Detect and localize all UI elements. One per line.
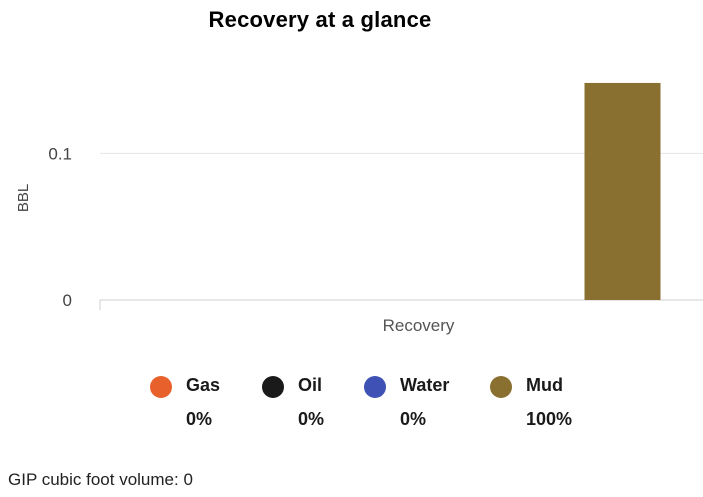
legend-gas-percent: 0% <box>186 409 213 429</box>
legend-water-percent: 0% <box>400 409 427 429</box>
legend-gas-marker <box>150 376 172 398</box>
legend-water-label: Water <box>400 375 450 395</box>
gip-volume-value: 0 <box>183 470 193 489</box>
y-axis-label: BBL <box>15 184 32 212</box>
chart-plot: 0 0.1 Recovery BBL <box>15 82 703 335</box>
gip-volume-label: GIP cubic foot volume: <box>8 470 179 489</box>
y-tick-label: 0.1 <box>48 144 72 163</box>
y-tick-label: 0 <box>63 291 72 310</box>
chart-legend: Gas 0% Oil 0% Water 0% Mud 100% <box>150 373 610 443</box>
x-tick-label: Recovery <box>383 316 455 335</box>
legend-mud-label: Mud <box>526 375 563 395</box>
legend-gas-label: Gas <box>186 375 221 395</box>
chart-title: Recovery at a glance <box>208 7 432 32</box>
legend-mud-percent: 100% <box>526 409 573 429</box>
legend-oil-percent: 0% <box>298 409 325 429</box>
legend-water-marker <box>364 376 386 398</box>
legend-oil-label: Oil <box>298 375 323 395</box>
legend-mud-marker <box>490 376 512 398</box>
legend-oil-marker <box>262 376 284 398</box>
gip-volume-readout: GIP cubic foot volume: 0 <box>8 470 193 490</box>
bar-mud[interactable] <box>584 82 661 300</box>
